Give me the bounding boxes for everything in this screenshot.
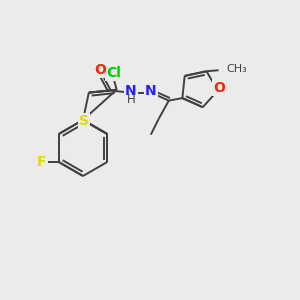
- Text: N: N: [125, 84, 136, 98]
- Text: O: O: [94, 63, 106, 76]
- Text: S: S: [79, 114, 89, 128]
- Text: F: F: [37, 155, 46, 169]
- Text: CH₃: CH₃: [226, 64, 247, 74]
- Text: Cl: Cl: [106, 66, 121, 80]
- Text: O: O: [213, 81, 225, 94]
- Text: H: H: [126, 93, 135, 106]
- Text: N: N: [145, 84, 157, 98]
